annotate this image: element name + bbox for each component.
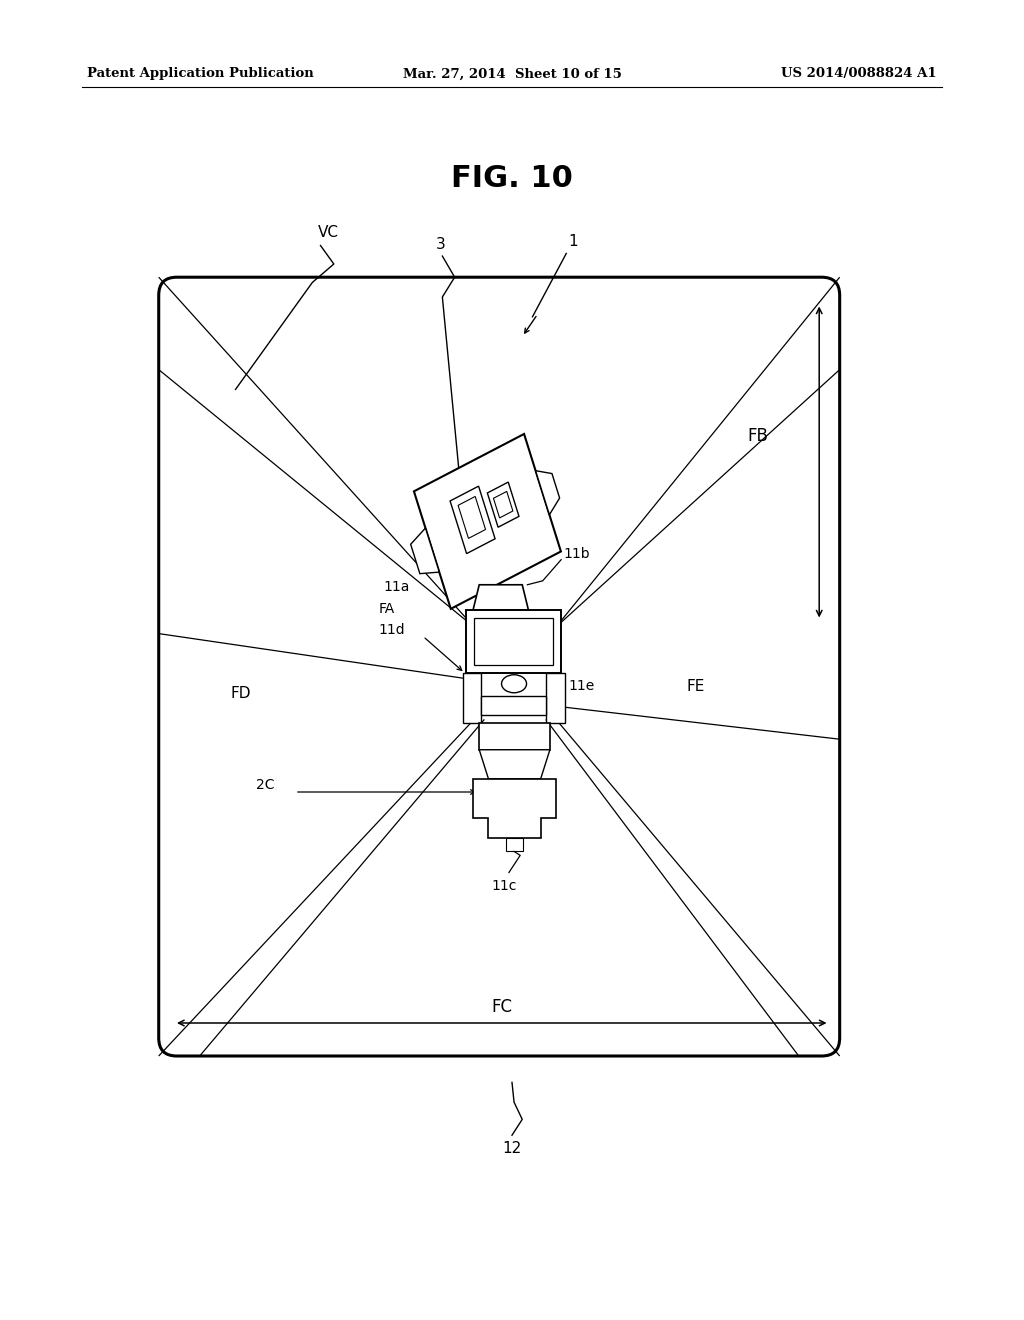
Text: FD: FD <box>230 685 251 701</box>
Text: 11c: 11c <box>492 879 516 892</box>
Polygon shape <box>494 491 513 517</box>
Polygon shape <box>481 696 546 715</box>
Polygon shape <box>466 610 561 673</box>
Polygon shape <box>414 434 561 609</box>
Text: 11d: 11d <box>379 623 406 636</box>
Text: FIG. 10: FIG. 10 <box>451 164 573 193</box>
Polygon shape <box>479 723 550 750</box>
Polygon shape <box>506 838 523 851</box>
Ellipse shape <box>502 675 526 693</box>
Text: 11b: 11b <box>563 548 590 561</box>
Text: 12: 12 <box>503 1140 521 1156</box>
Text: US 2014/0088824 A1: US 2014/0088824 A1 <box>781 67 937 81</box>
Text: Mar. 27, 2014  Sheet 10 of 15: Mar. 27, 2014 Sheet 10 of 15 <box>402 67 622 81</box>
Polygon shape <box>463 673 481 723</box>
Text: FE: FE <box>686 678 705 694</box>
Text: Patent Application Publication: Patent Application Publication <box>87 67 313 81</box>
FancyBboxPatch shape <box>159 277 840 1056</box>
Polygon shape <box>487 482 519 527</box>
Text: FB: FB <box>748 426 768 445</box>
Text: 11a: 11a <box>383 581 410 594</box>
Text: VC: VC <box>317 224 339 240</box>
Text: FC: FC <box>492 998 512 1016</box>
Polygon shape <box>451 486 495 553</box>
Text: FA: FA <box>379 602 395 615</box>
Text: 1: 1 <box>568 234 579 249</box>
Polygon shape <box>474 618 553 665</box>
Polygon shape <box>473 779 556 838</box>
Text: 2C: 2C <box>256 779 274 792</box>
Polygon shape <box>458 496 485 539</box>
Polygon shape <box>536 471 560 515</box>
Polygon shape <box>546 673 565 723</box>
Polygon shape <box>473 585 528 610</box>
Text: 3: 3 <box>435 236 445 252</box>
Text: 11e: 11e <box>568 680 595 693</box>
Polygon shape <box>411 528 439 574</box>
Polygon shape <box>479 750 550 779</box>
